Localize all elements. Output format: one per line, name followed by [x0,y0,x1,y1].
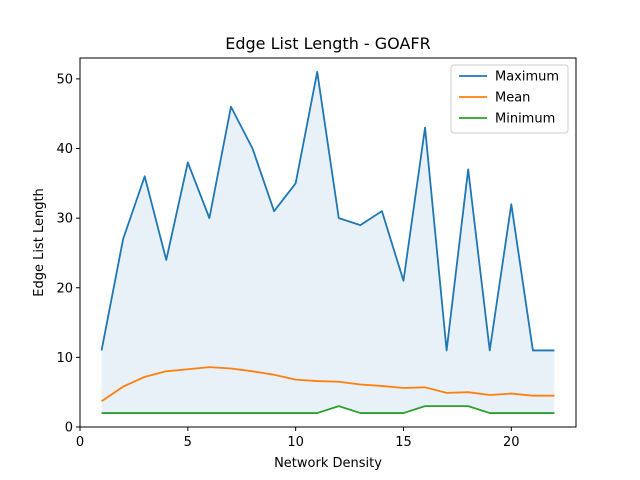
y-axis-label: Edge List Length [32,188,47,297]
x-axis-ticks: 0 5 10 15 20 [76,427,520,450]
x-tick-label: 10 [287,435,304,450]
series-layer [100,71,555,414]
fill-layer [101,71,555,414]
legend-box [450,64,569,134]
legend: Maximum Mean Minimum [450,64,569,134]
y-tick-label: 20 [56,281,73,296]
x-tick-label: 5 [184,435,192,450]
chart-title: Edge List Length - GOAFR [225,34,431,53]
y-tick-label: 30 [56,212,73,227]
y-axis-ticks: 0 10 20 30 40 50 [56,72,80,436]
y-tick-label: 50 [56,72,73,87]
plot-frame [79,57,577,428]
x-tick-label: 0 [76,435,84,450]
y-tick-label: 10 [56,351,73,366]
x-tick-label: 15 [395,435,412,450]
series-line-minimum [101,405,555,414]
legend-label-mean: Mean [495,91,530,106]
legend-label-maximum: Maximum [495,70,559,85]
x-axis-label: Network Density [274,456,382,471]
series-line-maximum [100,71,555,352]
series-line-mean [101,366,555,402]
x-tick-label: 20 [503,435,520,450]
min-max-fill-area [101,71,555,414]
legend-label-minimum: Minimum [495,112,555,127]
y-tick-label: 0 [65,421,73,436]
y-tick-label: 40 [56,142,73,157]
